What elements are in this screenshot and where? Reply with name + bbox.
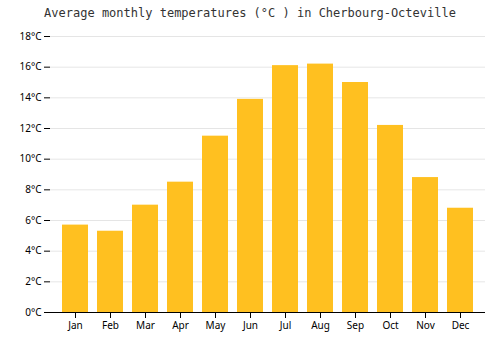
svg-text:Mar: Mar (136, 318, 155, 332)
svg-text:Nov: Nov (416, 318, 435, 332)
svg-text:6°C: 6°C (25, 213, 42, 227)
svg-text:Dec: Dec (452, 318, 470, 332)
svg-text:18°C: 18°C (19, 29, 42, 43)
svg-text:10°C: 10°C (19, 151, 42, 165)
svg-text:May: May (206, 318, 227, 332)
svg-text:8°C: 8°C (25, 182, 42, 196)
svg-text:12°C: 12°C (19, 121, 42, 135)
svg-text:Jan: Jan (67, 318, 83, 332)
svg-text:Apr: Apr (172, 318, 189, 332)
svg-text:0°C: 0°C (25, 305, 42, 319)
svg-text:Jul: Jul (279, 318, 292, 332)
svg-text:2°C: 2°C (25, 274, 42, 288)
svg-text:Feb: Feb (102, 318, 119, 332)
svg-text:Oct: Oct (382, 318, 399, 332)
svg-text:4°C: 4°C (25, 243, 42, 257)
svg-text:Sep: Sep (347, 318, 364, 332)
svg-text:Jun: Jun (242, 318, 258, 332)
svg-text:14°C: 14°C (19, 90, 42, 104)
svg-text:Aug: Aug (311, 318, 330, 332)
html-text:Average monthly temperatures (: Average monthly temperatures (°C ) in Ch… (44, 6, 456, 20)
svg-text:16°C: 16°C (19, 59, 42, 73)
